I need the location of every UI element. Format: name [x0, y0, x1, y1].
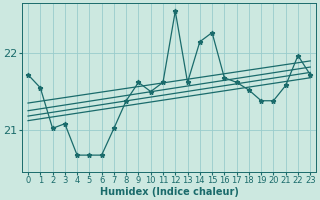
- X-axis label: Humidex (Indice chaleur): Humidex (Indice chaleur): [100, 187, 239, 197]
